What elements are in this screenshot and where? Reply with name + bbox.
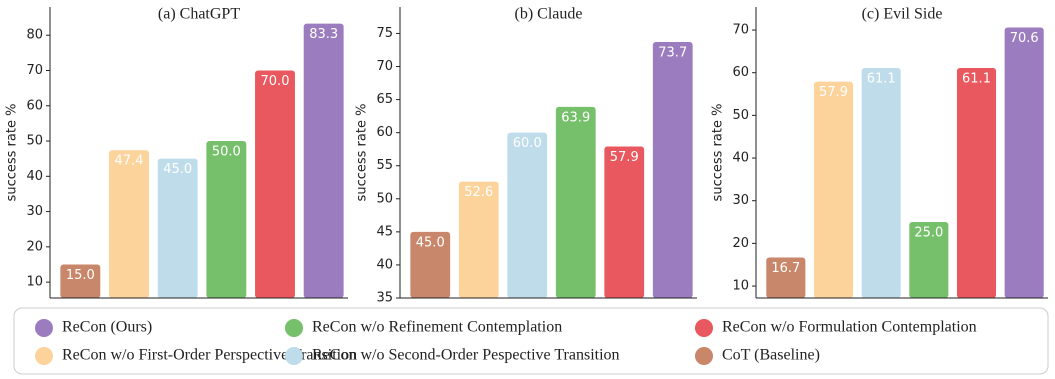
bar [652,42,693,298]
bar [555,106,596,298]
legend-swatch [695,319,713,337]
y-tick-label: 70 [376,59,393,74]
y-tick-label: 10 [26,275,43,290]
value-label: 61.1 [867,72,896,87]
bar [861,68,901,298]
bar [813,81,854,298]
value-label: 57.9 [819,85,848,100]
y-tick-label: 65 [376,92,393,107]
legend-label: ReCon w/o First-Order Perspective Transi… [62,347,357,364]
y-tick-label: 60 [376,125,393,140]
y-tick-label: 50 [732,108,749,123]
legend-swatch [35,347,53,365]
y-tick-label: 35 [376,291,393,306]
value-label: 50.0 [212,145,241,160]
y-tick-label: 70 [732,23,749,38]
bar [109,150,149,298]
y-tick-label: 50 [376,191,393,206]
bar [956,68,997,298]
bar [303,23,344,298]
bar [60,264,101,298]
chart-title: (a) ChatGPT [158,6,240,23]
legend-label: ReCon w/o Refinement Contemplation [312,319,562,336]
y-tick-label: 30 [26,204,43,219]
legend-label: ReCon (Ours) [62,319,152,336]
value-label: 61.1 [962,72,991,87]
legend-swatch [695,347,713,365]
bar [206,141,247,298]
y-axis-label: success rate % [355,104,370,202]
y-tick-label: 60 [732,65,749,80]
value-label: 83.3 [309,27,338,42]
y-tick-label: 75 [376,26,393,41]
value-label: 70.6 [1010,31,1039,46]
value-label: 16.7 [771,261,800,276]
legend-swatch [285,347,303,365]
value-label: 45.0 [163,162,192,177]
bar [507,132,548,298]
chart-title: (c) Evil Side [862,6,943,23]
bar [604,146,645,298]
value-label: 47.4 [115,154,144,169]
value-label: 45.0 [416,235,445,250]
value-label: 25.0 [914,226,943,241]
legend-box [13,307,1049,375]
legend-swatch [35,319,53,337]
bar [255,70,295,298]
y-tick-label: 70 [26,63,43,78]
legend-label: CoT (Baseline) [722,347,820,364]
value-label: 52.6 [464,185,493,200]
legend-label: ReCon w/o Second-Order Pespective Transi… [312,347,620,364]
y-tick-label: 80 [26,28,43,43]
value-label: 63.9 [561,110,590,125]
legend-label: ReCon w/o Formulation Contemplation [722,319,977,336]
y-axis-label: success rate % [5,104,20,202]
y-tick-label: 40 [732,151,749,166]
y-tick-label: 60 [26,98,43,113]
y-tick-label: 20 [732,236,749,251]
bar [766,257,806,298]
y-tick-label: 45 [376,224,393,239]
bar [1004,27,1044,299]
y-axis-label: success rate % [711,104,726,202]
y-tick-label: 10 [732,279,749,294]
value-label: 57.9 [610,150,639,165]
bar [909,222,949,298]
bar [410,231,451,298]
value-label: 15.0 [66,268,95,283]
legend-swatch [285,319,303,337]
y-tick-label: 20 [26,239,43,254]
y-tick-label: 40 [376,257,393,272]
y-tick-label: 55 [376,158,393,173]
bar [458,181,499,298]
value-label: 73.7 [658,46,687,61]
value-label: 60.0 [513,136,542,151]
y-tick-label: 50 [26,134,43,149]
y-tick-label: 30 [732,193,749,208]
chart-title: (b) Claude [515,6,583,23]
y-tick-label: 40 [26,169,43,184]
value-label: 70.0 [261,74,290,89]
bar [157,158,198,298]
